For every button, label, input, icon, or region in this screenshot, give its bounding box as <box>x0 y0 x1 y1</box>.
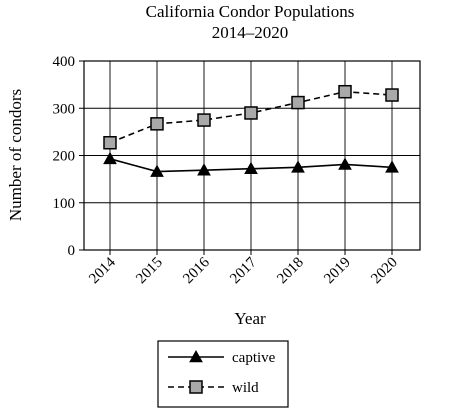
data-point-wild <box>197 113 211 127</box>
data-point-wild <box>291 95 305 110</box>
data-point-captive <box>103 151 117 165</box>
y-tick-label: 200 <box>53 149 76 165</box>
x-axis-label: Year <box>234 309 266 328</box>
data-point-captive <box>338 157 352 170</box>
data-point-wild <box>244 106 258 120</box>
data-point-wild <box>150 117 164 131</box>
data-point-captive <box>244 161 258 175</box>
data-point-captive <box>197 163 211 176</box>
x-axis-ticks: 2014 2015 2016 2017 2018 2019 2020 <box>86 250 401 287</box>
data-point-wild <box>103 135 117 150</box>
data-point-wild <box>338 84 352 99</box>
data-point-captive <box>291 160 305 173</box>
data-point-wild <box>385 88 399 102</box>
x-tick-label: 2019 <box>321 255 354 288</box>
y-tick-label: 100 <box>53 196 76 212</box>
x-tick-label: 2016 <box>180 254 213 287</box>
y-tick-label: 0 <box>68 243 76 259</box>
y-tick-label: 300 <box>53 101 76 117</box>
x-tick-label: 2014 <box>86 254 119 287</box>
legend-label-wild: wild <box>232 380 259 396</box>
data-point-captive <box>385 160 399 173</box>
y-axis-label: Number of condors <box>6 89 25 221</box>
x-tick-label: 2015 <box>133 255 166 288</box>
y-axis-ticks: 0 100 200 300 400 <box>53 54 84 259</box>
legend: captive wild <box>157 340 289 408</box>
x-tick-label: 2018 <box>274 255 307 288</box>
x-tick-label: 2017 <box>227 254 260 287</box>
data-point-captive <box>150 164 164 177</box>
x-tick-label: 2020 <box>368 255 401 288</box>
y-tick-label: 400 <box>53 54 76 70</box>
legend-label-captive: captive <box>232 350 276 366</box>
chart-title: California Condor Populations <box>146 2 355 21</box>
grid <box>83 60 421 251</box>
legend-square-icon <box>189 380 203 394</box>
chart-subtitle: 2014–2020 <box>212 23 289 42</box>
legend-triangle-icon <box>189 349 203 363</box>
series-group <box>103 84 399 177</box>
legend-box <box>157 340 289 408</box>
